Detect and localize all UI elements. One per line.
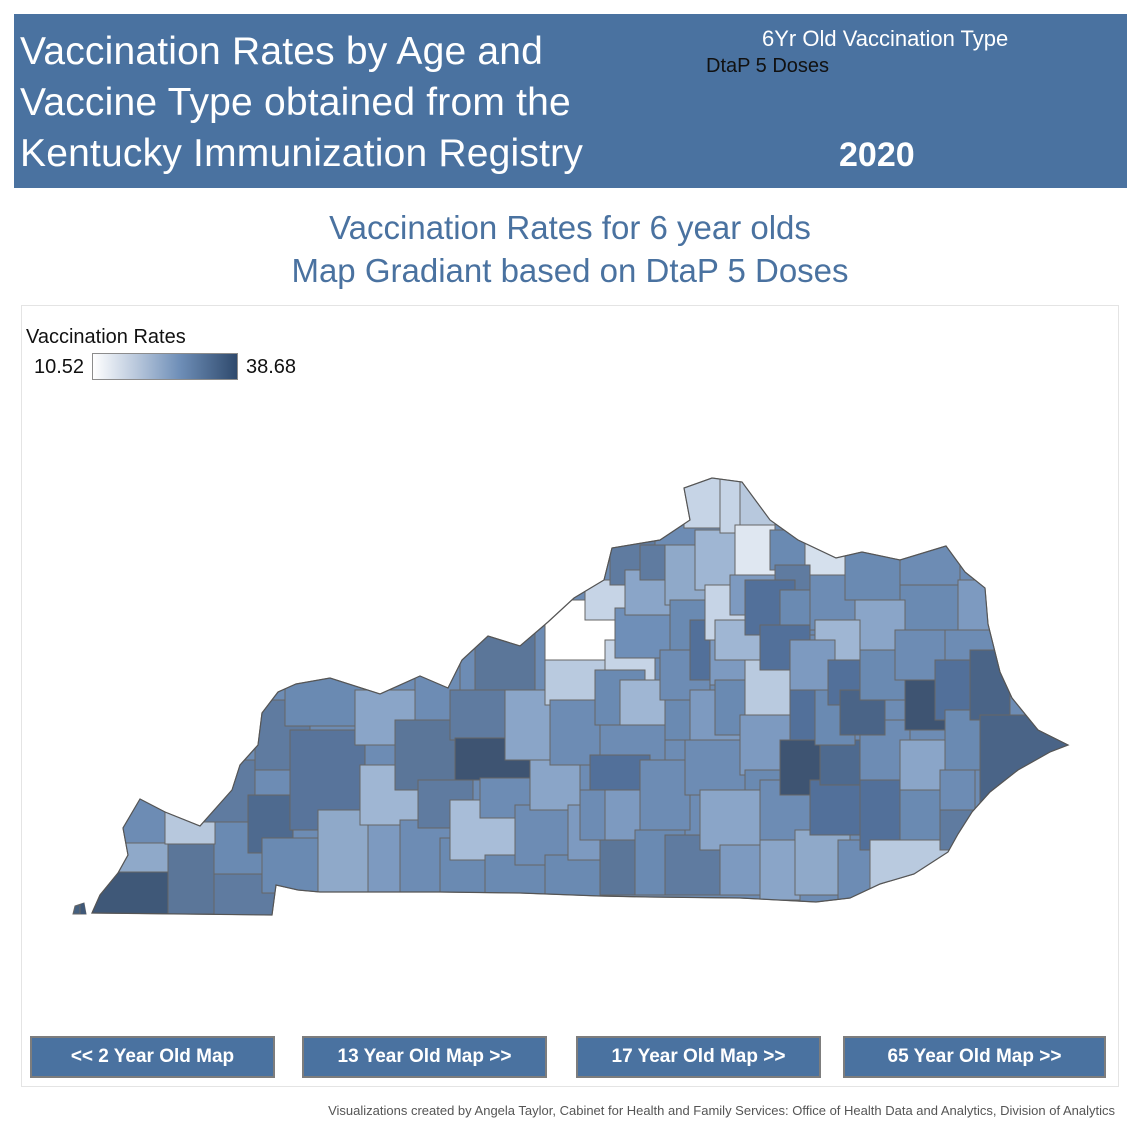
county-graves[interactable] [167,841,215,915]
vaccination-type-selector[interactable]: DtaP 5 Doses [706,55,830,77]
county-livingston[interactable] [199,759,256,823]
map-legend [0,0,1,1]
year-label: 2020 [839,136,915,174]
county-boone[interactable] [683,478,725,529]
nav-17-year-map-button[interactable]: 17 Year Old Map >> [576,1036,821,1078]
header-banner: Vaccination Rates by Age and Vaccine Typ… [14,14,1127,188]
county-lincoln[interactable] [684,739,746,796]
nav-65-year-map-button[interactable]: 65 Year Old Map >> [843,1036,1106,1078]
county-pulaski[interactable] [699,789,761,851]
county-whitley[interactable] [759,834,801,901]
legend-max-value: 38.68 [246,356,297,378]
kentucky-outline [91,477,1070,916]
nav-13-year-map-button[interactable]: 13 Year Old Map >> [302,1036,547,1078]
legend-gradient-bar [92,353,238,380]
map-subtitle: Vaccination Rates for 6 year olds Map Gr… [0,206,1140,292]
county-todd[interactable] [367,824,404,896]
county-martin[interactable] [969,649,1011,721]
legend-min-value: 10.52 [34,356,85,378]
county-casey[interactable] [639,759,691,831]
county-clay[interactable] [809,779,866,836]
county-pike[interactable] [979,714,1070,816]
legend-title: Vaccination Rates [26,326,186,348]
vaccination-type-label: 6Yr Old Vaccination Type [762,26,1009,51]
title-line-2: Vaccine Type obtained from the [20,81,571,124]
county-breathitt[interactable] [839,689,886,736]
county-pendleton[interactable] [734,524,776,581]
credit-text: Visualizations created by Angela Taylor,… [328,1103,1115,1118]
county-harlan[interactable] [869,839,951,891]
county-mccracken[interactable] [164,807,216,845]
county-cumberland[interactable] [599,839,641,896]
county-lawrence[interactable] [957,579,999,631]
county-hart[interactable] [529,759,581,811]
county-trigg[interactable] [261,837,321,894]
county-ohio[interactable] [394,719,456,791]
county-mccreary[interactable] [719,844,766,896]
title-line-3: Kentucky Immunization Registry [20,132,584,175]
page-title: Vaccination Rates by Age and Vaccine Typ… [20,26,660,179]
county-hickman[interactable] [109,839,171,873]
county-owsley[interactable] [819,739,866,786]
county-greenup[interactable] [844,549,906,601]
title-line-1: Vaccination Rates by Age and [20,30,544,73]
subtitle-line-2: Map Gradiant based on DtaP 5 Doses [291,252,849,289]
nav-2-year-map-button[interactable]: << 2 Year Old Map [30,1036,275,1078]
subtitle-line-1: Vaccination Rates for 6 year olds [329,209,811,246]
county-campbell[interactable] [739,481,776,531]
county-breckinridge[interactable] [449,689,511,741]
